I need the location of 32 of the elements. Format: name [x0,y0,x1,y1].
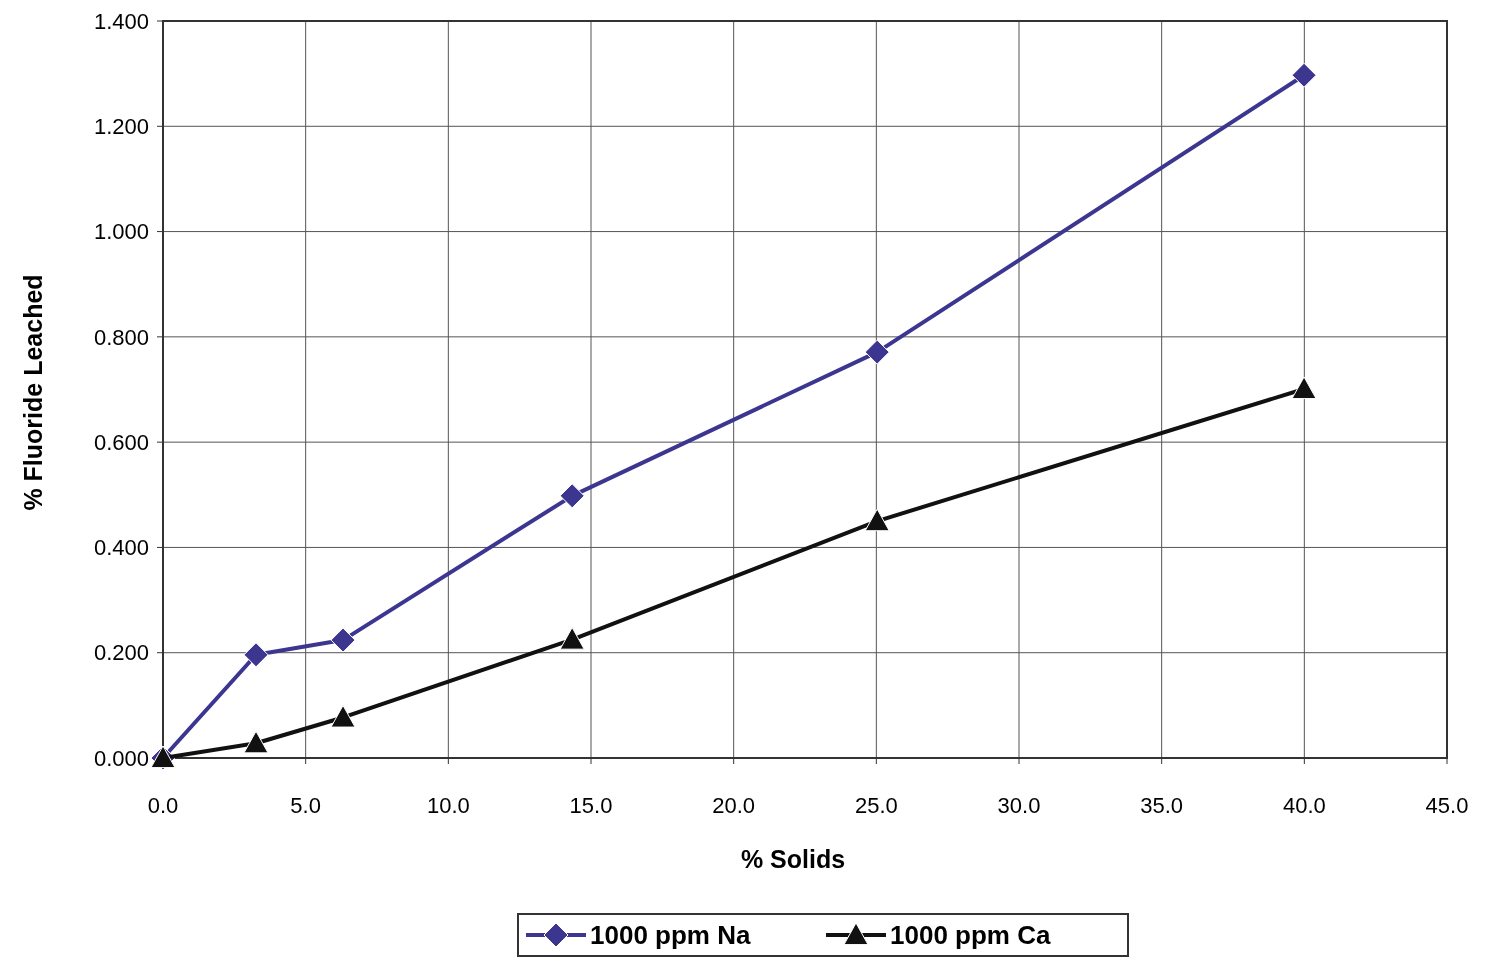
point [559,627,585,650]
x-tick-label: 25.0 [854,793,898,818]
point [243,730,269,754]
legend-label: 1000 ppm Na [590,920,751,951]
x-tick-label: 35.0 [1140,793,1184,818]
point [243,642,269,668]
y-tick-label: 0.800 [93,324,149,350]
y-tick-label: 0.000 [93,745,149,771]
x-tick-label: 15.0 [569,793,613,818]
y-tick-label: 0.600 [93,429,149,455]
legend-label: 1000 ppm Ca [890,920,1051,951]
x-tick-label: 45.0 [1425,793,1469,818]
y-tick-label: 0.400 [93,535,149,561]
point [559,483,585,509]
x-axis-title: % Solids [740,845,846,873]
x-tick-label: 0.0 [147,793,179,818]
y-tick-label: 1.400 [93,8,149,34]
point [330,627,356,653]
y-axis-title: % Fluoride Leached [19,274,47,511]
x-tick-label: 10.0 [426,793,470,818]
x-tick-label: 30.0 [997,793,1041,818]
point [864,339,890,365]
point [1291,62,1317,88]
x-tick-label: 40.0 [1282,793,1326,818]
y-tick-label: 0.200 [93,640,149,666]
point [864,508,890,532]
point [330,704,356,728]
x-tick-label: 5.0 [290,793,321,818]
y-tick-label: 1.200 [93,113,149,139]
x-tick-label: 20.0 [712,793,756,818]
point [1291,376,1317,400]
y-tick-label: 1.000 [93,219,149,245]
